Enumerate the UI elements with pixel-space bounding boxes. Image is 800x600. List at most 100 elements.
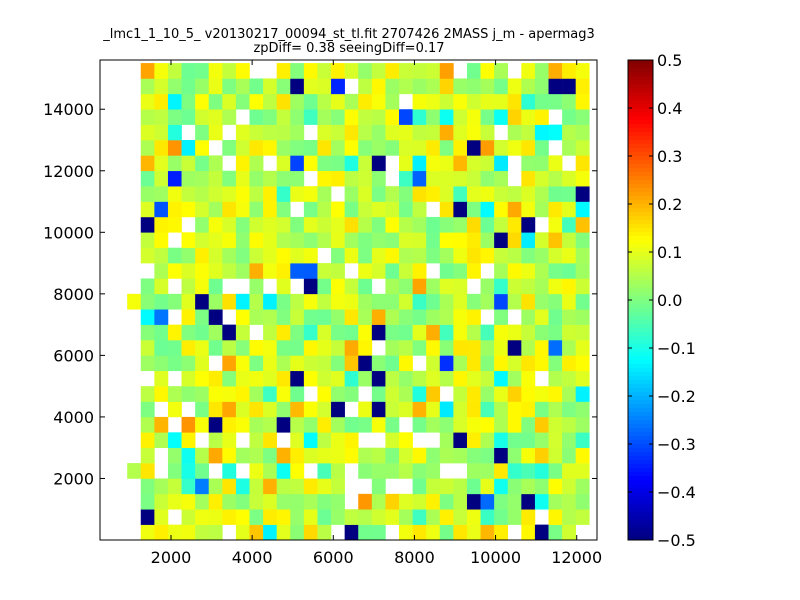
- heatmap-cell: [290, 386, 305, 402]
- colorbar-segment: [628, 308, 653, 313]
- heatmap-cell: [263, 78, 277, 95]
- heatmap-cell: [548, 93, 563, 110]
- colorbar-segment: [628, 204, 653, 209]
- heatmap-cell: [548, 416, 563, 433]
- heatmap-cell: [249, 447, 264, 464]
- heatmap-cell: [167, 463, 182, 479]
- heatmap-cell: [290, 524, 305, 541]
- heatmap-cell: [439, 63, 454, 79]
- heatmap-cell: [494, 355, 509, 372]
- heatmap-cell: [303, 216, 318, 233]
- heatmap-cell: [562, 416, 576, 433]
- heatmap-cell: [507, 478, 522, 495]
- heatmap-cell: [208, 370, 223, 387]
- heatmap-cell: [249, 93, 264, 110]
- heatmap-cell: [371, 416, 386, 433]
- heatmap-cell: [562, 201, 576, 218]
- heatmap-cell: [263, 170, 277, 187]
- heatmap-cell: [521, 201, 536, 218]
- heatmap-cell: [208, 478, 223, 495]
- heatmap-cell: [358, 78, 373, 95]
- heatmap-cell: [249, 232, 264, 248]
- heatmap-cell: [399, 370, 413, 387]
- colorbar-segment: [628, 328, 653, 333]
- heatmap-cell: [222, 216, 237, 233]
- heatmap-cell: [507, 370, 522, 387]
- heatmap-cell: [195, 170, 210, 187]
- heatmap-cell: [507, 386, 522, 402]
- heatmap-cell: [548, 370, 563, 387]
- heatmap-cell: [195, 478, 210, 495]
- heatmap-cell: [358, 170, 373, 187]
- colorbar-segment: [628, 216, 653, 221]
- heatmap-cell: [562, 232, 576, 248]
- heatmap-cell: [466, 186, 481, 202]
- heatmap-cell: [507, 432, 522, 448]
- heatmap-cell: [331, 416, 345, 433]
- heatmap-cell: [167, 140, 182, 156]
- colorbar-tick-label: 0.5: [657, 51, 682, 70]
- heatmap-cell: [494, 370, 509, 387]
- heatmap-cell: [140, 155, 155, 172]
- heatmap-cell: [466, 93, 481, 110]
- heatmap-cell: [399, 247, 413, 264]
- colorbar: [628, 60, 653, 541]
- heatmap-cell: [222, 370, 237, 387]
- colorbar-segment: [628, 76, 653, 81]
- heatmap-cell: [235, 186, 250, 202]
- heatmap-cell: [439, 247, 454, 264]
- heatmap-cell: [181, 263, 196, 279]
- heatmap-cell: [263, 370, 277, 387]
- heatmap-cell: [249, 309, 264, 325]
- heatmap-cell: [439, 478, 454, 495]
- heatmap-cell: [439, 509, 454, 525]
- heatmap-cell: [507, 340, 522, 356]
- heatmap-cell: [358, 278, 373, 295]
- heatmap-cell: [412, 416, 427, 433]
- heatmap-cell: [466, 63, 481, 79]
- heatmap-cell: [208, 432, 223, 448]
- heatmap-cell: [140, 293, 155, 310]
- heatmap-cell: [453, 93, 468, 110]
- heatmap-cell: [276, 463, 291, 479]
- heatmap-cell: [154, 186, 169, 202]
- heatmap-cell: [439, 170, 454, 187]
- heatmap-cell: [548, 493, 563, 510]
- heatmap-cell: [426, 232, 441, 248]
- heatmap-cell: [331, 124, 345, 141]
- heatmap-cell: [548, 186, 563, 202]
- heatmap-cell: [412, 140, 427, 156]
- heatmap-cell: [276, 478, 291, 495]
- heatmap-cell: [548, 478, 563, 495]
- heatmap-cell: [575, 324, 590, 341]
- heatmap-cell: [371, 201, 386, 218]
- heatmap-cell: [494, 324, 509, 341]
- colorbar-segment: [628, 96, 653, 101]
- heatmap-cell: [208, 216, 223, 233]
- heatmap-cell: [466, 124, 481, 141]
- colorbar-segment: [628, 164, 653, 169]
- heatmap-cell: [575, 340, 590, 356]
- heatmap-cell: [208, 232, 223, 248]
- heatmap-cell: [371, 524, 386, 541]
- heatmap-cell: [480, 324, 495, 341]
- heatmap-cell: [412, 109, 427, 125]
- heatmap-cell: [507, 93, 522, 110]
- heatmap-cell: [399, 216, 413, 233]
- heatmap-cell: [344, 524, 359, 541]
- colorbar-tick-label: 0.0: [657, 291, 682, 310]
- heatmap-cell: [575, 386, 590, 402]
- heatmap-cell: [507, 447, 522, 464]
- heatmap-cell: [303, 401, 318, 418]
- heatmap-cell: [290, 463, 305, 479]
- colorbar-segment: [628, 428, 653, 433]
- heatmap-cell: [480, 432, 495, 448]
- heatmap-cell: [412, 324, 427, 341]
- heatmap-cell: [562, 140, 576, 156]
- heatmap-cell: [480, 370, 495, 387]
- heatmap-cell: [534, 263, 549, 279]
- heatmap-cell: [344, 186, 359, 202]
- heatmap-cell: [154, 216, 169, 233]
- heatmap-cell: [263, 293, 277, 310]
- heatmap-cell: [276, 509, 291, 525]
